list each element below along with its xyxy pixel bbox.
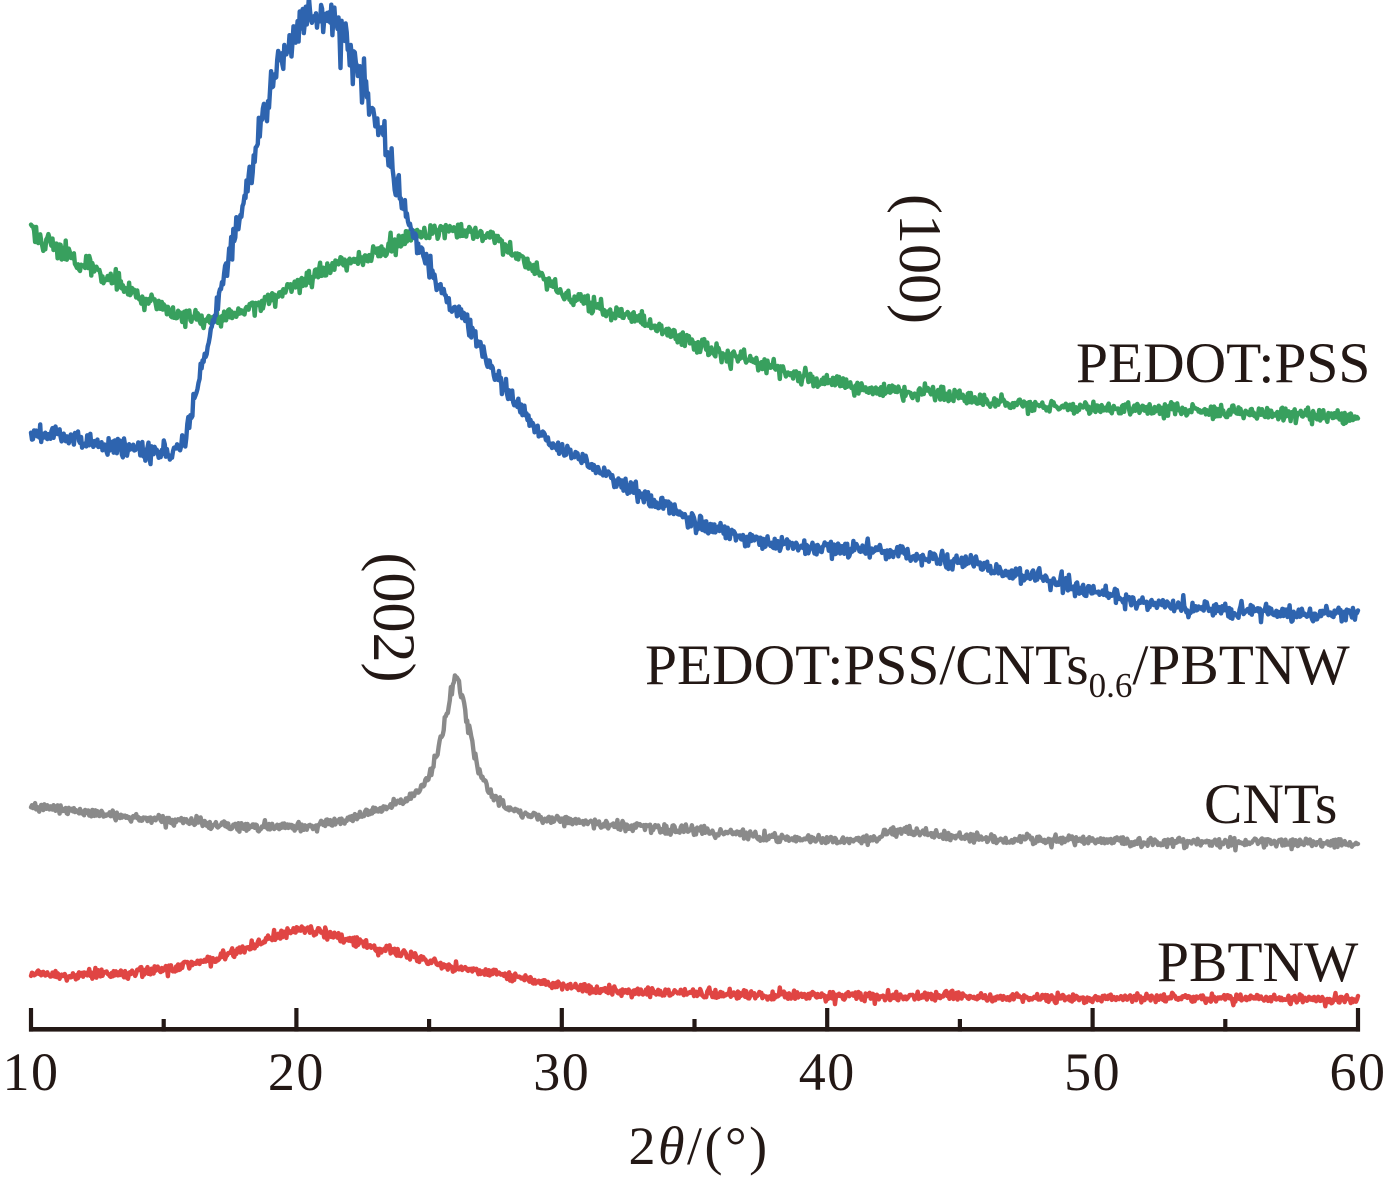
svg-text:(002): (002)	[361, 553, 427, 683]
svg-text:PEDOT:PSS/CNTs0.6/PBTNW: PEDOT:PSS/CNTs0.6/PBTNW	[645, 634, 1350, 705]
svg-text:60: 60	[1330, 1042, 1386, 1102]
svg-text:20: 20	[268, 1042, 325, 1102]
svg-text:PBTNW: PBTNW	[1157, 931, 1359, 994]
svg-text:10: 10	[3, 1042, 60, 1102]
svg-text:40: 40	[799, 1042, 856, 1102]
svg-text:PEDOT:PSS: PEDOT:PSS	[1076, 332, 1370, 395]
svg-text:50: 50	[1064, 1042, 1121, 1102]
svg-text:2θ/(°): 2θ/(°)	[628, 1116, 769, 1176]
svg-text:30: 30	[533, 1042, 590, 1102]
svg-text:(100): (100)	[887, 194, 953, 324]
svg-text:CNTs: CNTs	[1204, 773, 1337, 836]
